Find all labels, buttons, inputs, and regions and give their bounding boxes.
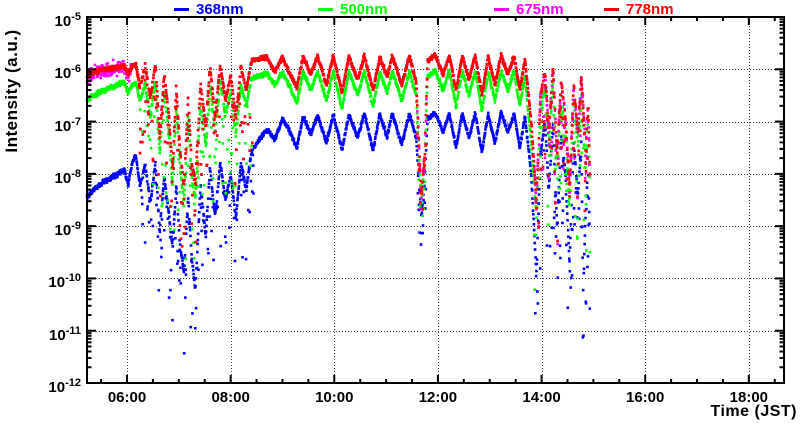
y-tick-label: 10-8 — [54, 167, 81, 187]
x-tick-label: 16:00 — [626, 389, 665, 406]
y-tick-label: 10-10 — [48, 272, 81, 292]
legend-line-marker-675nm — [494, 8, 509, 11]
y-tick-label: 10-6 — [54, 63, 81, 83]
legend-entry-368nm: 368nm — [174, 1, 244, 18]
x-tick-label: 12:00 — [418, 389, 458, 406]
legend-entry-778nm: 778nm — [604, 1, 674, 18]
x-tick-label: 08:00 — [211, 389, 250, 406]
legend-line-marker-778nm — [604, 8, 619, 11]
legend-line-marker-500nm — [318, 8, 333, 11]
legend-entry-675nm: 675nm — [494, 1, 564, 18]
y-tick-label: 10-12 — [48, 377, 81, 396]
y-tick-label: 10-5 — [54, 11, 81, 30]
legend-label-675nm: 675nm — [516, 1, 564, 18]
x-tick-label: 10:00 — [315, 389, 354, 406]
y-tick-label: 10-11 — [49, 324, 81, 344]
legend-line-marker-368nm — [174, 8, 189, 11]
legend-label-778nm: 778nm — [626, 1, 674, 18]
y-tick-label: 10-7 — [54, 115, 81, 135]
legend-entry-500nm: 500nm — [318, 1, 388, 18]
legend: 368nm 500nm 675nm 778nm — [0, 0, 800, 18]
legend-label-368nm: 368nm — [196, 1, 244, 18]
x-tick-label: 18:00 — [729, 389, 769, 406]
x-tick-label: 06:00 — [107, 389, 147, 406]
y-tick-label: 10-9 — [54, 220, 81, 240]
x-axis-title: Time (JST) — [710, 403, 797, 420]
x-tick-label: 14:00 — [522, 389, 561, 406]
legend-label-500nm: 500nm — [340, 1, 388, 18]
